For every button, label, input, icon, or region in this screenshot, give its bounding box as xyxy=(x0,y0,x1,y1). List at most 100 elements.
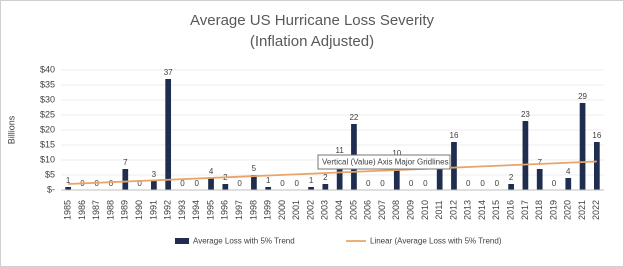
bar xyxy=(522,121,529,190)
data-label: 0 xyxy=(409,179,414,188)
bar xyxy=(222,184,229,190)
data-label: 0 xyxy=(552,179,557,188)
x-tick-label: 2022 xyxy=(591,200,601,220)
x-tick-label: 2009 xyxy=(405,200,415,220)
y-tick-label: $15 xyxy=(40,139,55,149)
data-label: 16 xyxy=(592,131,601,140)
x-tick-label: 2012 xyxy=(448,200,458,220)
bar xyxy=(436,169,443,190)
data-label: 16 xyxy=(450,131,459,140)
x-tick-label: 1987 xyxy=(91,200,101,220)
bar xyxy=(251,175,257,190)
x-tick-label: 2000 xyxy=(277,200,287,220)
x-tick-label: 2011 xyxy=(434,200,444,219)
legend-label: Linear (Average Loss with 5% Trend) xyxy=(370,237,502,246)
tooltip-text: Vertical (Value) Axis Major Gridlines xyxy=(322,158,449,167)
chart-title: Average US Hurricane Loss Severity xyxy=(190,12,434,29)
data-label: 7 xyxy=(123,158,128,167)
x-tick-label: 1990 xyxy=(134,200,144,220)
bar xyxy=(208,178,214,190)
data-label: 11 xyxy=(335,146,344,155)
x-tick-label: 2017 xyxy=(520,200,530,220)
x-tick-label: 2015 xyxy=(491,200,501,220)
legend-label: Average Loss with 5% Trend xyxy=(193,237,295,246)
x-tick-label: 2006 xyxy=(363,200,373,220)
data-label: 4 xyxy=(566,167,571,176)
data-label: 2 xyxy=(323,173,328,182)
data-label: 37 xyxy=(164,68,173,77)
data-label: 10 xyxy=(392,149,401,158)
x-tick-label: 2018 xyxy=(534,200,544,220)
x-tick-label: 1994 xyxy=(191,200,201,220)
data-label: 0 xyxy=(137,179,142,188)
bar xyxy=(508,184,514,190)
bar xyxy=(536,169,543,190)
x-tick-label: 2020 xyxy=(563,200,573,220)
legend-swatch xyxy=(175,238,189,244)
data-label: 0 xyxy=(466,179,471,188)
y-tick-label: $10 xyxy=(40,154,55,164)
x-tick-label: 2014 xyxy=(477,200,487,220)
y-tick-label: $20 xyxy=(40,124,55,134)
bar xyxy=(593,142,600,190)
data-label: 22 xyxy=(349,113,358,122)
data-label: 4 xyxy=(209,167,214,176)
x-tick-label: 2010 xyxy=(420,200,430,220)
data-label: 2 xyxy=(509,173,514,182)
x-tick-label: 1996 xyxy=(220,200,230,220)
x-tick-label: 2016 xyxy=(505,200,515,220)
tooltip-box xyxy=(317,154,451,170)
bar xyxy=(151,181,157,190)
trendline xyxy=(68,160,597,185)
data-label: 3 xyxy=(152,170,157,179)
bar xyxy=(165,79,172,190)
y-axis-label: Billions xyxy=(6,115,16,144)
x-tick-label: 2001 xyxy=(291,200,301,220)
y-tick-label: $25 xyxy=(40,109,55,119)
x-tick-label: 1999 xyxy=(263,200,273,220)
x-tick-label: 1998 xyxy=(248,200,258,220)
x-tick-label: 1992 xyxy=(163,200,173,220)
bar xyxy=(122,169,129,190)
x-tick-label: 2019 xyxy=(548,200,558,220)
x-tick-label: 2007 xyxy=(377,200,387,220)
y-tick-label: $5 xyxy=(45,169,55,179)
x-tick-label: 2013 xyxy=(463,200,473,220)
data-label: 0 xyxy=(237,179,242,188)
y-tick-label: $30 xyxy=(40,94,55,104)
data-label: 0 xyxy=(366,179,371,188)
x-tick-label: 2003 xyxy=(320,200,330,220)
bar xyxy=(579,103,586,190)
bar xyxy=(308,187,314,190)
data-label: 0 xyxy=(280,179,285,188)
data-label: 0 xyxy=(380,179,385,188)
data-label: 0 xyxy=(109,179,114,188)
data-label: 0 xyxy=(480,179,485,188)
data-label: 7 xyxy=(537,158,542,167)
data-label: 0 xyxy=(295,179,300,188)
bar xyxy=(322,184,329,190)
data-label: 23 xyxy=(521,110,530,119)
bar xyxy=(336,157,343,190)
x-tick-label: 1985 xyxy=(63,200,73,220)
data-label: 0 xyxy=(423,179,428,188)
x-tick-label: 1991 xyxy=(148,200,158,220)
data-label: 29 xyxy=(578,92,587,101)
y-tick-label: $- xyxy=(47,184,55,194)
data-label: 5 xyxy=(252,164,257,173)
data-label: 0 xyxy=(495,179,500,188)
data-label: 1 xyxy=(66,176,71,185)
x-tick-label: 1995 xyxy=(205,200,215,220)
x-tick-label: 1988 xyxy=(105,200,115,220)
bar xyxy=(65,187,72,190)
data-label: 1 xyxy=(309,176,314,185)
x-tick-label: 1997 xyxy=(234,200,244,220)
bar xyxy=(265,187,272,190)
x-tick-label: 2002 xyxy=(305,200,315,220)
x-tick-label: 2004 xyxy=(334,200,344,220)
y-tick-label: $35 xyxy=(40,79,55,89)
bar xyxy=(451,142,457,190)
bar xyxy=(565,178,572,190)
